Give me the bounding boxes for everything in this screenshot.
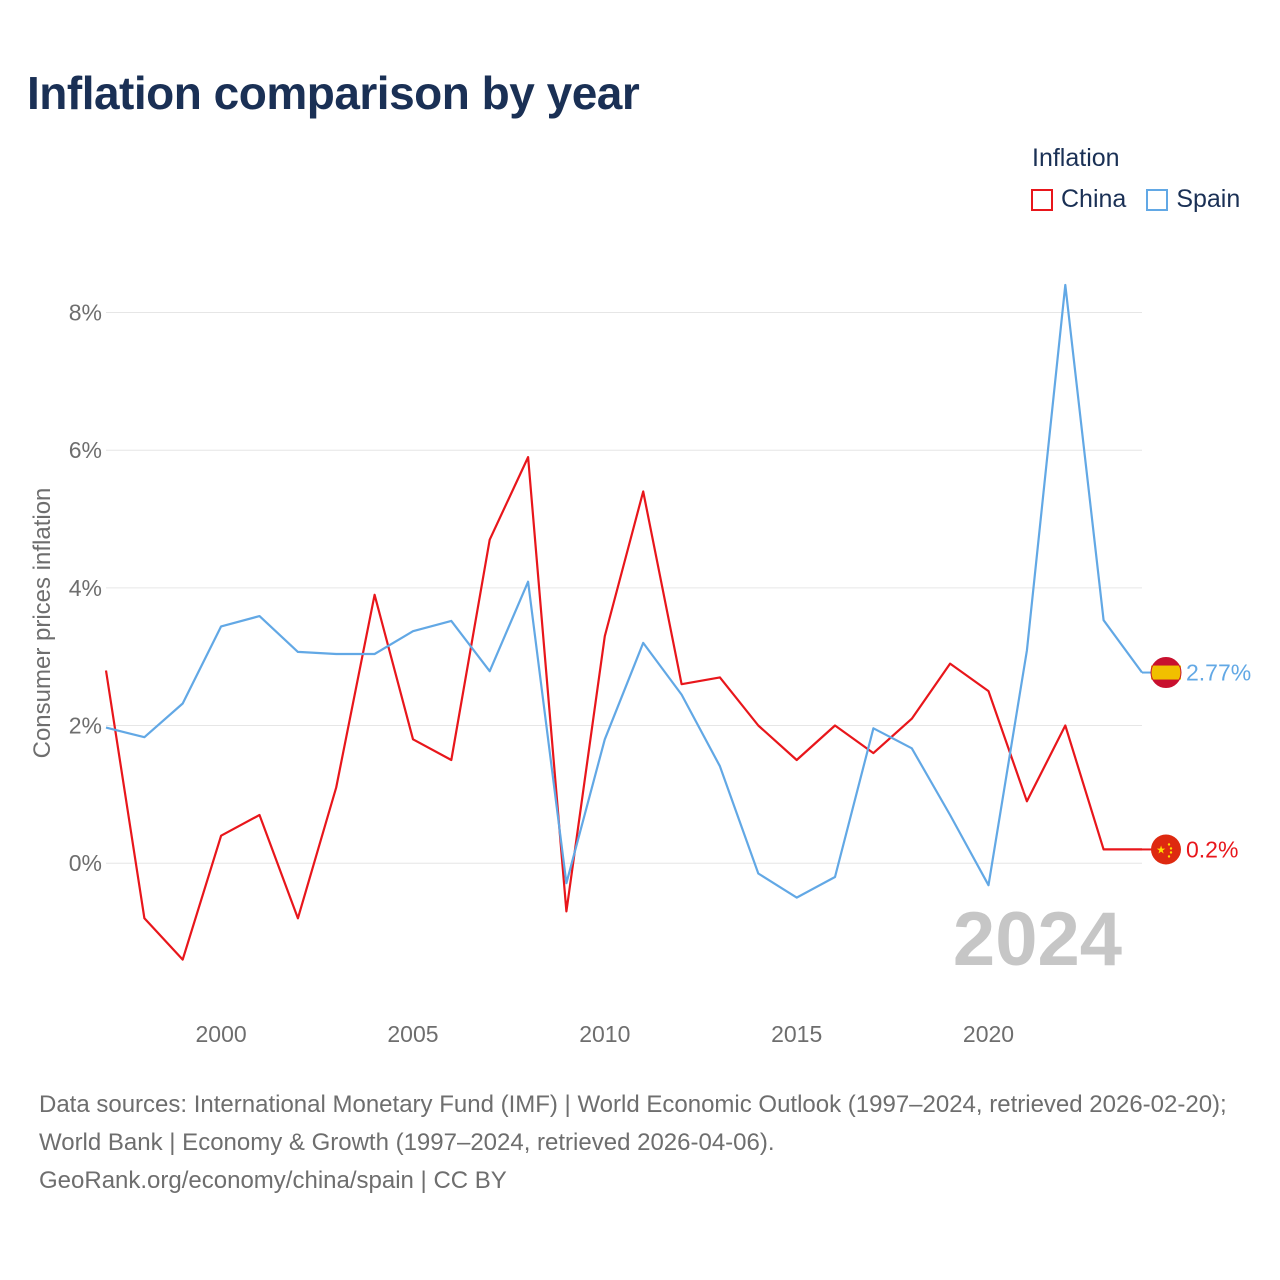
end-markers: ★ 0.2% 2.77%: [1142, 657, 1251, 865]
end-label-spain: 2.77%: [1186, 660, 1251, 686]
legend: China Spain: [1031, 185, 1240, 214]
series-line-spain[interactable]: [105, 283, 1143, 899]
series-line-china[interactable]: [104, 456, 1142, 961]
chart-title: Inflation comparison by year: [27, 67, 640, 119]
y-axis-ticks: 0% 2% 4% 6% 8%: [69, 300, 102, 877]
sources-text: Data sources: International Monetary Fun…: [39, 1091, 1227, 1156]
y-tick-label: 0%: [69, 850, 102, 876]
y-tick-label: 4%: [69, 575, 102, 601]
svg-text:★: ★: [1156, 844, 1166, 856]
flag-icon-china: ★: [1151, 834, 1181, 865]
y-tick-label: 8%: [69, 300, 102, 326]
year-annotation: 2024: [953, 897, 1122, 982]
x-tick-label: 2000: [196, 1021, 247, 1047]
legend-swatch-spain: [1146, 188, 1169, 211]
legend-label-china: China: [1061, 185, 1127, 213]
data-sources: Data sources: International Monetary Fun…: [39, 1086, 1249, 1200]
legend-item-spain[interactable]: Spain: [1146, 185, 1240, 214]
end-label-china: 0.2%: [1186, 836, 1238, 862]
y-axis-label: Consumer prices inflation: [29, 488, 56, 759]
x-axis-ticks: 2000 2005 2010 2015 2020: [196, 1021, 1015, 1047]
flag-icon-spain: [1150, 657, 1182, 689]
y-tick-label: 2%: [69, 713, 102, 739]
legend-item-china[interactable]: China: [1031, 185, 1126, 214]
gridlines: [106, 312, 1142, 864]
y-tick-label: 6%: [69, 437, 102, 463]
legend-swatch-china: [1031, 188, 1053, 211]
legend-title: Inflation: [1032, 144, 1120, 172]
line-chart: 0% 2% 4% 6% 8% 2000 2005 2010 2015 2020 Consumer…: [29, 283, 1251, 1047]
legend-label-spain: Spain: [1176, 185, 1241, 213]
sources-link[interactable]: GeoRank.org/economy/china/spain | CC BY: [39, 1167, 507, 1194]
x-tick-label: 2010: [579, 1021, 630, 1047]
series-lines: [104, 283, 1143, 961]
x-tick-label: 2020: [963, 1021, 1014, 1047]
x-tick-label: 2005: [387, 1021, 438, 1047]
x-tick-label: 2015: [771, 1021, 822, 1047]
